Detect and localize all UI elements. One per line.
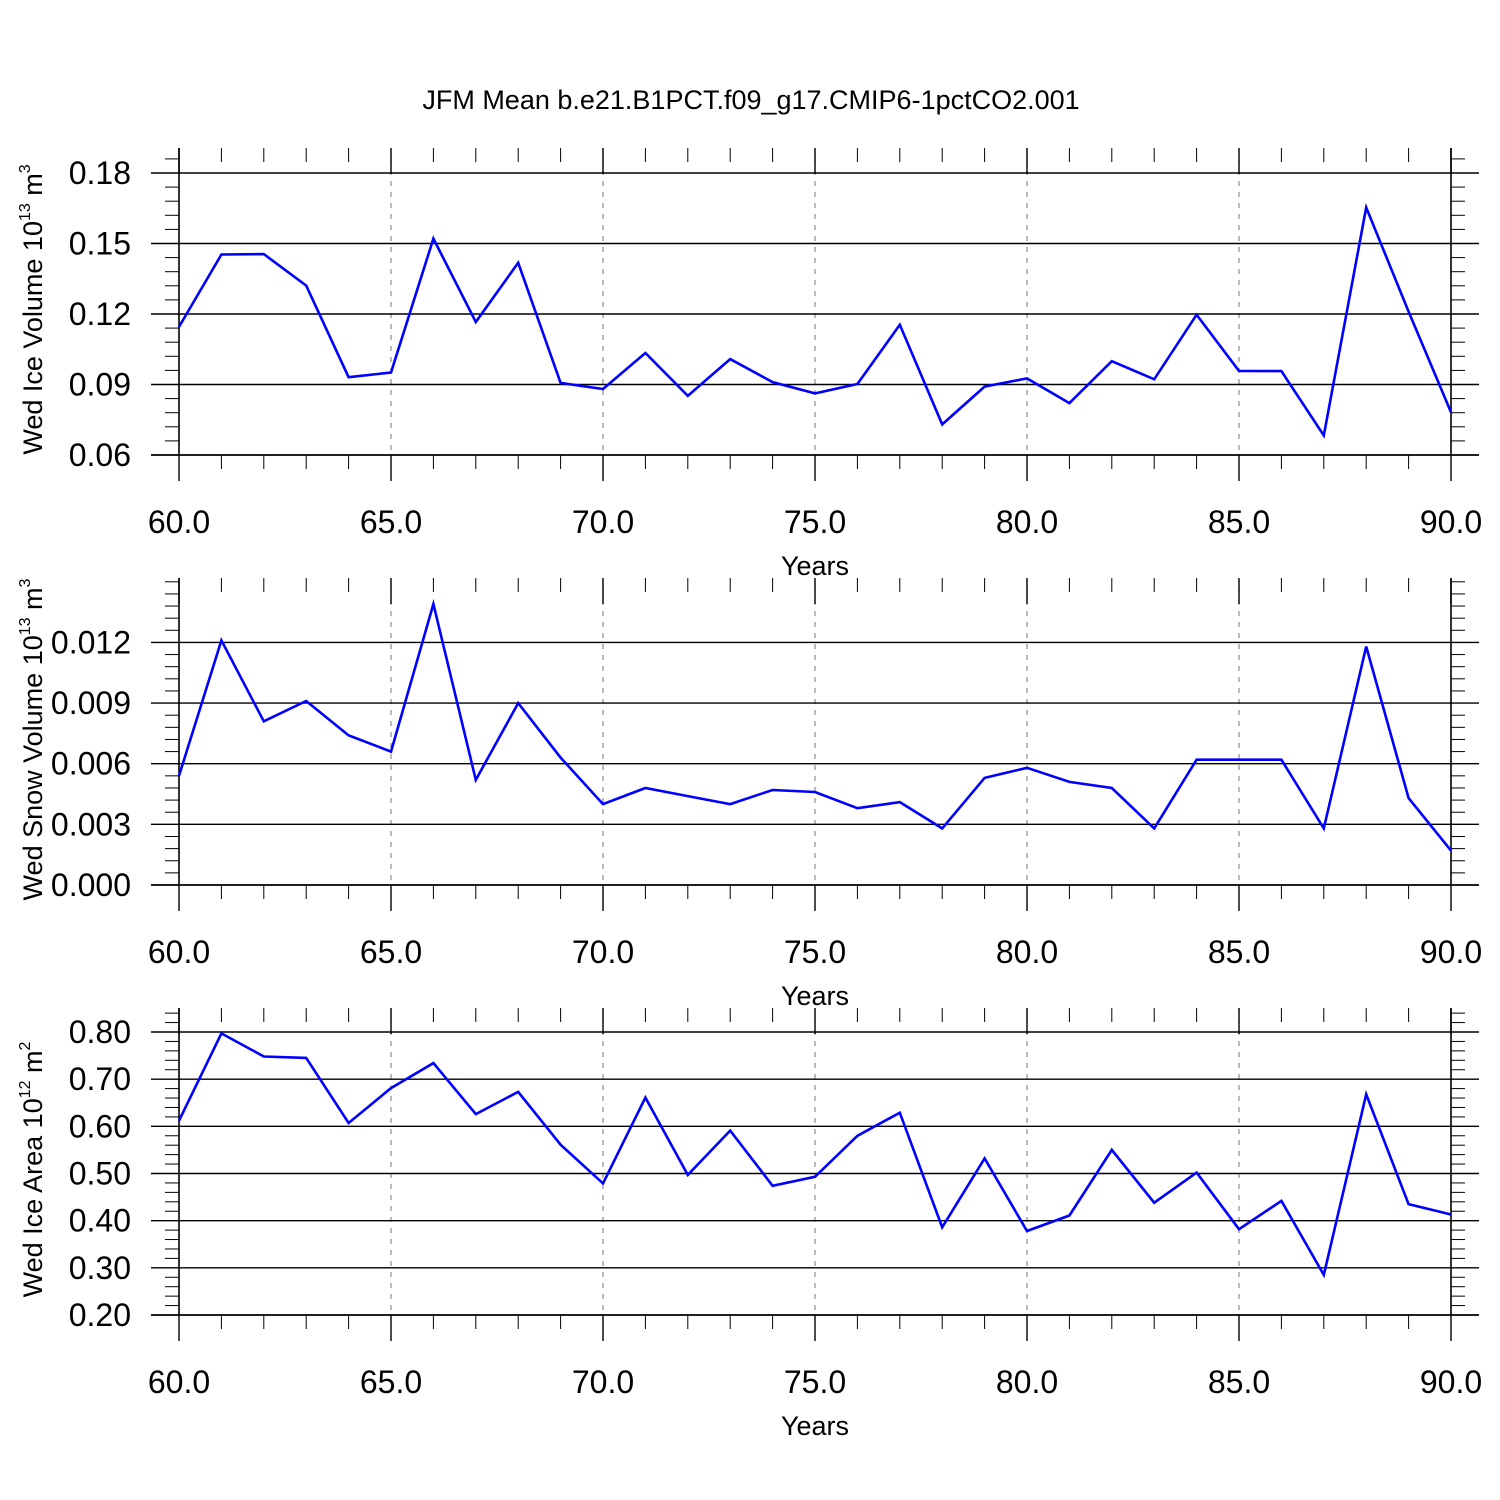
- chart-panel-2: 60.0 65.0 70.0 75.0 80.0 85.0 90.0 0.000 0.003 0.…: [17, 578, 1482, 1011]
- y-tick-label: 0.80: [69, 1014, 131, 1050]
- x-tick-label: 85.0: [1208, 504, 1270, 540]
- x-tick-label: 75.0: [784, 504, 846, 540]
- y-tick-label: 0.09: [69, 367, 131, 403]
- x-tick-label: 75.0: [784, 1364, 846, 1400]
- chart-panel-1: 60.0 65.0 70.0 75.0 80.0 85.0 90.0 0.06 0.09 0.12…: [17, 148, 1482, 581]
- y-tick-label: 0.000: [51, 867, 131, 903]
- x-tick-label: 70.0: [572, 1364, 634, 1400]
- y-tick-label: 0.30: [69, 1250, 131, 1286]
- x-tick-label: 60.0: [148, 1364, 210, 1400]
- x-axis-label: Years: [781, 551, 849, 581]
- x-tick-label: 80.0: [996, 934, 1058, 970]
- y-tick-label: 0.20: [69, 1297, 131, 1333]
- x-tick-label: 70.0: [572, 504, 634, 540]
- y-tick-label: 0.003: [51, 806, 131, 842]
- x-tick-label: 65.0: [360, 934, 422, 970]
- y-axis-label-exponent: 12: [17, 1080, 34, 1098]
- y-axis-label-unit: m: [18, 587, 48, 617]
- x-tick-label: 85.0: [1208, 1364, 1270, 1400]
- y-tick-label: 0.60: [69, 1108, 131, 1144]
- y-tick-label: 0.18: [69, 155, 131, 191]
- y-tick-label: 0.70: [69, 1061, 131, 1097]
- x-tick-label: 90.0: [1420, 934, 1482, 970]
- figure-title: JFM Mean b.e21.B1PCT.f09_g17.CMIP6-1pctC…: [422, 85, 1079, 115]
- x-tick-label: 65.0: [360, 1364, 422, 1400]
- x-axis-label: Years: [781, 981, 849, 1011]
- x-tick-label: 65.0: [360, 504, 422, 540]
- y-axis-label-unit: m: [18, 1050, 48, 1080]
- x-tick-label: 90.0: [1420, 1364, 1482, 1400]
- y-tick-label: 0.50: [69, 1156, 131, 1192]
- y-axis-label: Wed Ice Area 1012 m2: [17, 1041, 48, 1297]
- y-axis-label-base: Wed Ice Area 10: [18, 1098, 48, 1297]
- y-tick-label: 0.012: [51, 624, 131, 660]
- x-tick-label: 80.0: [996, 504, 1058, 540]
- y-axis-label-exponent: 13: [17, 203, 34, 221]
- y-tick-label: 0.006: [51, 746, 131, 782]
- y-axis-label-base: Wed Snow Volume 10: [18, 635, 48, 900]
- y-tick-label: 0.15: [69, 226, 131, 262]
- x-tick-label: 60.0: [148, 934, 210, 970]
- y-axis-label-exponent: 13: [17, 617, 34, 635]
- x-tick-label: 70.0: [572, 934, 634, 970]
- x-tick-label: 90.0: [1420, 504, 1482, 540]
- y-axis-label: Wed Ice Volume 1013 m3: [17, 164, 48, 454]
- x-tick-label: 75.0: [784, 934, 846, 970]
- chart-panel-3: 60.0 65.0 70.0 75.0 80.0 85.0 90.0 0.20 0.30 0.40…: [17, 1008, 1482, 1441]
- y-axis-label-unit-exponent: 2: [17, 1041, 34, 1050]
- y-axis-label-unit-exponent: 3: [17, 578, 34, 587]
- y-tick-label: 0.009: [51, 685, 131, 721]
- x-tick-label: 85.0: [1208, 934, 1270, 970]
- y-axis-label-unit: m: [18, 173, 48, 203]
- y-tick-label: 0.40: [69, 1203, 131, 1239]
- y-tick-label: 0.06: [69, 437, 131, 473]
- x-axis-label: Years: [781, 1411, 849, 1441]
- y-axis-label-unit-exponent: 3: [17, 164, 34, 173]
- x-tick-label: 60.0: [148, 504, 210, 540]
- y-tick-label: 0.12: [69, 296, 131, 332]
- y-axis-label: Wed Snow Volume 1013 m3: [17, 578, 48, 900]
- x-tick-label: 80.0: [996, 1364, 1058, 1400]
- y-axis-label-base: Wed Ice Volume 10: [18, 221, 48, 455]
